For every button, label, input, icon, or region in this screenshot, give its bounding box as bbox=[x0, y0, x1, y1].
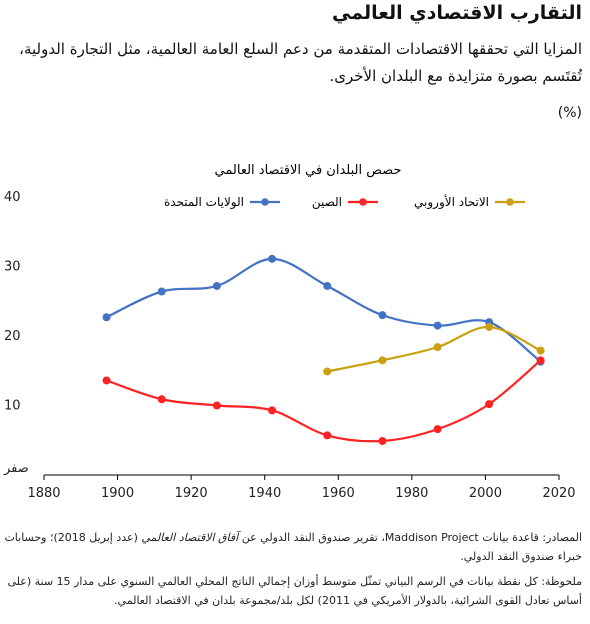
x-tick-label: 1940 bbox=[248, 486, 281, 501]
y-tick-label: 40 bbox=[4, 190, 21, 205]
legend-swatch-marker bbox=[506, 198, 514, 206]
y-axis: صفر 10 20 30 40 bbox=[3, 190, 29, 476]
legend-swatch-marker bbox=[359, 198, 367, 206]
data-point bbox=[433, 425, 442, 434]
x-tick-label: 1960 bbox=[322, 486, 355, 501]
page-subtitle: المزايا التي تحققها الاقتصادات المتقدمة … bbox=[19, 40, 582, 85]
chart-note: ملحوظة: كل نقطة بيانات في الرسم البياني … bbox=[7, 575, 582, 607]
legend-label: الولايات المتحدة bbox=[164, 195, 244, 210]
y-tick-label: 10 bbox=[4, 399, 21, 414]
data-point bbox=[157, 395, 166, 404]
data-point bbox=[323, 367, 332, 376]
data-point bbox=[323, 281, 332, 290]
x-tick-label: 2000 bbox=[469, 486, 502, 501]
series-line bbox=[106, 257, 542, 363]
data-point bbox=[212, 401, 221, 410]
data-point bbox=[485, 400, 494, 409]
chart-title: حصص البلدان في الاقتصاد العالمي bbox=[215, 163, 402, 178]
data-point bbox=[268, 406, 277, 415]
source-publication: آفاق الاقتصاد العالمي bbox=[141, 531, 239, 544]
data-point bbox=[378, 356, 387, 365]
x-tick-label: 1900 bbox=[101, 486, 134, 501]
y-tick-label: صفر bbox=[3, 461, 29, 476]
x-tick-label: 1880 bbox=[27, 486, 60, 501]
data-point bbox=[268, 254, 277, 263]
source-note: المصادر: قاعدة بيانات Maddison Project، … bbox=[4, 528, 582, 566]
data-point bbox=[433, 343, 442, 352]
data-point bbox=[378, 311, 387, 320]
data-point bbox=[378, 436, 387, 445]
legend-label: الاتحاد الأوروبي bbox=[414, 194, 489, 210]
data-point bbox=[485, 322, 494, 331]
data-point bbox=[157, 287, 166, 296]
source-suffix: (عدد إبريل 2018)؛ وحسابات خبراء صندوق ال… bbox=[4, 531, 582, 563]
data-point bbox=[323, 431, 332, 440]
source-database: Maddison Project bbox=[384, 531, 479, 544]
legend-swatch-marker bbox=[261, 198, 269, 206]
series-line bbox=[327, 325, 542, 373]
data-point bbox=[433, 321, 442, 330]
units-label: (%) bbox=[557, 105, 582, 121]
source-mid: ، تقرير صندوق النقد الدولي عن bbox=[238, 531, 385, 544]
x-tick-label: 1980 bbox=[395, 486, 428, 501]
page-title: التقارب الاقتصادي العالمي bbox=[332, 2, 582, 24]
y-tick-label: 30 bbox=[4, 260, 21, 275]
x-tick-label: 2020 bbox=[542, 486, 575, 501]
data-point bbox=[102, 376, 111, 385]
data-point bbox=[102, 313, 111, 322]
data-point bbox=[536, 356, 545, 365]
x-tick-label: 1920 bbox=[175, 486, 208, 501]
line-chart: حصص البلدان في الاقتصاد العالمي الولايات… bbox=[3, 163, 576, 501]
data-point bbox=[536, 346, 545, 355]
plot-area bbox=[102, 254, 545, 445]
legend-label: الصين bbox=[312, 195, 342, 210]
chart-legend: الولايات المتحدة الصين الاتحاد الأوروبي bbox=[164, 194, 525, 210]
data-point bbox=[212, 281, 221, 290]
y-tick-label: 20 bbox=[4, 329, 21, 344]
source-prefix: المصادر: قاعدة بيانات bbox=[478, 531, 582, 544]
x-axis: 1880 1900 1920 1940 1960 1980 2000 2020 bbox=[27, 475, 576, 501]
